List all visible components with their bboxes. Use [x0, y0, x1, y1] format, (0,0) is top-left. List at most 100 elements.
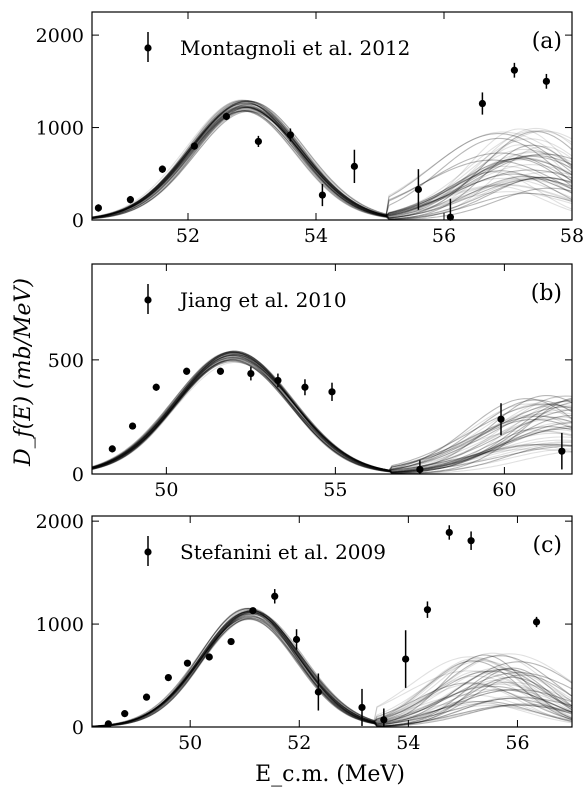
model-curve [92, 102, 572, 218]
model-curve [92, 608, 572, 727]
model-curve [92, 100, 572, 219]
data-point [318, 183, 326, 207]
model-curve [92, 608, 572, 727]
model-curve [92, 617, 572, 727]
data-point [222, 112, 230, 121]
data-marker [510, 66, 518, 74]
model-curve [92, 611, 572, 727]
data-point [445, 525, 453, 540]
data-point [478, 92, 486, 115]
model-curve [92, 610, 572, 727]
model-curve [92, 607, 572, 727]
model-curve [92, 351, 572, 472]
model-curve [92, 612, 572, 727]
model-curve [92, 106, 572, 219]
data-marker [274, 376, 282, 385]
data-marker [142, 693, 151, 701]
data-marker [254, 137, 262, 146]
data-marker [380, 716, 388, 724]
data-marker [222, 112, 230, 121]
data-marker [467, 537, 475, 545]
legend-label-a: Montagnoli et al. 2012 [180, 36, 410, 60]
model-curve [92, 610, 572, 727]
data-point [121, 710, 129, 718]
data-point [271, 589, 279, 604]
model-curve [92, 354, 572, 473]
model-curve [92, 352, 572, 473]
model-curve [92, 611, 572, 727]
data-marker [108, 445, 116, 453]
model-curve [92, 358, 572, 471]
legend-c: Stefanini et al. 2009 [144, 536, 386, 566]
data-point [205, 653, 213, 661]
data-point [423, 601, 432, 618]
model-curve [92, 615, 572, 727]
data-marker [446, 213, 454, 221]
model-band-c [92, 607, 572, 727]
model-curve [92, 614, 572, 727]
data-point [314, 673, 322, 711]
legend-label-c: Stefanini et al. 2009 [180, 540, 386, 564]
model-curve [92, 611, 572, 727]
data-point [190, 142, 198, 150]
model-curve [92, 613, 572, 727]
model-curve [92, 357, 572, 474]
data-point [446, 198, 454, 221]
model-curve [92, 350, 572, 474]
data-point [358, 688, 366, 726]
model-curve [92, 614, 572, 727]
model-curve [92, 611, 572, 727]
x-tick-label: 60 [492, 479, 516, 501]
model-curve [92, 611, 572, 727]
model-curve [92, 104, 572, 219]
data-point [416, 460, 424, 474]
data-point [142, 693, 151, 701]
data-point [254, 135, 262, 147]
model-curve [92, 357, 572, 472]
data-marker [190, 142, 198, 150]
data-point [247, 366, 255, 381]
model-curve [92, 106, 572, 220]
model-curve [92, 100, 572, 219]
model-curve [92, 610, 572, 727]
panel-label-b: (b) [531, 281, 562, 306]
model-curve [92, 617, 572, 727]
model-curve [92, 103, 572, 220]
model-curve [92, 613, 572, 727]
model-curve [92, 612, 572, 727]
data-marker [121, 710, 129, 718]
model-curve [92, 107, 572, 219]
data-marker [271, 592, 279, 600]
y-axis-label: D_f(E) (mb/MeV) [11, 278, 36, 467]
y-tick-label: 2000 [36, 25, 84, 47]
x-tick-label: 55 [323, 479, 347, 501]
model-curve [92, 350, 572, 472]
y-tick-label: 1000 [36, 614, 84, 636]
data-points-a [94, 62, 551, 221]
x-tick-label: 50 [178, 732, 202, 754]
data-marker [227, 637, 235, 646]
data-point [227, 637, 235, 646]
data-points-b [108, 366, 566, 474]
model-curve [92, 351, 572, 473]
y-tick-label: 0 [72, 464, 84, 486]
data-point [158, 165, 166, 173]
data-marker [497, 415, 505, 423]
model-curve [92, 361, 572, 474]
data-marker [532, 618, 541, 626]
model-curve [92, 99, 572, 219]
model-curve [92, 103, 572, 219]
model-curve [92, 357, 572, 473]
panel-label-c: (c) [533, 533, 563, 558]
model-curve [92, 105, 572, 219]
data-marker [542, 77, 551, 85]
data-point [249, 607, 257, 615]
model-curve [92, 618, 572, 727]
data-marker [128, 422, 137, 430]
data-point [152, 383, 160, 391]
model-curve [92, 103, 572, 220]
model-curve [92, 108, 572, 218]
data-marker [158, 165, 166, 173]
model-curve [92, 353, 572, 474]
